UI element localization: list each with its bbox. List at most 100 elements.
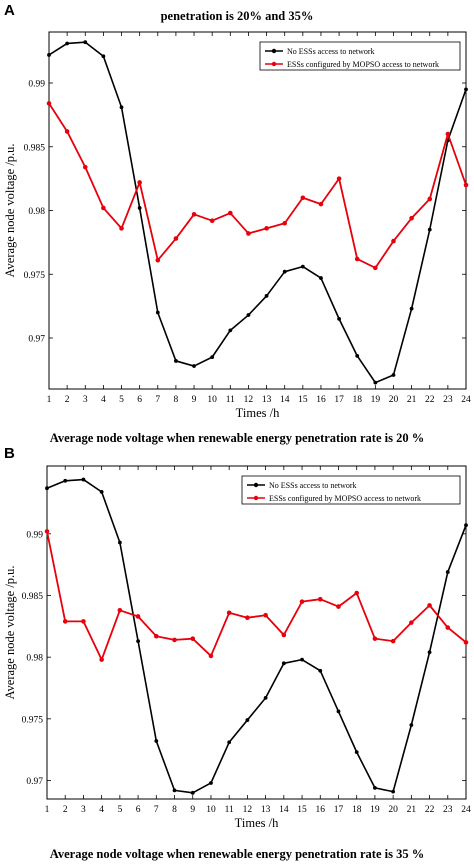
chart-b-title: Average node voltage when renewable ener… [50,847,424,861]
chart-a-x-axis-label: Times /h [236,406,280,420]
chart-b-x-tick-label: 16 [316,805,326,815]
chart-b-x-tick-label: 7 [154,805,159,815]
chart-a-x-tick-label: 17 [334,395,344,405]
chart-b-series-no-ess-point [336,709,341,714]
chart-b-y-tick-label: 0.985 [22,592,44,602]
chart-b-x-tick-label: 6 [136,805,141,815]
chart-a-series-no-ess-point [137,206,142,210]
chart-b-series-mopso-point [172,637,177,643]
chart-a-x-tick-label: 20 [389,395,399,405]
chart-b-series-no-ess-point [172,788,177,793]
chart-a-x-tick-label: 16 [316,395,326,405]
chart-a-x-tick-label: 15 [298,395,308,405]
chart-a-series-mopso-point [318,201,324,207]
chart-a-series-mopso-point [82,164,88,170]
chart-b-series-mopso-point [372,636,378,641]
chart-a-series-no-ess-point [391,373,396,377]
chart-a-series-mopso-point [46,101,52,106]
chart-a-series-mopso-point [373,265,378,271]
chart-b-plot-frame [46,465,467,800]
chart-a-y-tick-label: 0.985 [24,143,46,153]
chart-a-series-no-ess-point [47,53,51,57]
chart-a-series-mopso-point [264,226,269,231]
chart-a-x-tick-label: 21 [407,395,417,405]
chart-a-x-tick-label: 5 [119,395,124,405]
chart-a-y-tick-label: 0.98 [28,207,45,217]
chart-b-series-mopso-line [46,531,467,661]
chart-a-series-mopso-point [191,212,197,217]
chart-b-series-no-ess-point [409,723,414,727]
chart-b-x-tick-label: 23 [443,805,453,815]
chart-a-x-tick-label: 9 [192,395,197,405]
chart-b-series-mopso-point [99,657,104,662]
chart-b-series-no-ess-point [81,477,86,482]
chart-b-series-mopso-point [245,615,250,620]
chart-b-x-tick-label: 8 [172,805,177,815]
chart-b-series-no-ess-point [45,486,49,491]
chart-b-x-tick-label: 13 [261,805,271,815]
chart-b-series-mopso-point [263,612,268,618]
chart-b-series-no-ess-point [391,789,396,794]
chart-b-series-no-ess-point [445,570,450,574]
chart-a-x-tick-label: 12 [244,395,254,405]
chart-b-x-tick-label: 1 [45,805,50,815]
chart-b-x-axis-label: Times /h [235,816,279,830]
chart-a-legend-swatch-marker [271,48,277,54]
chart-a-series-no-ess-point [174,359,178,363]
chart-b-series-mopso-point [190,636,196,641]
chart-a-series-no-ess-point [119,105,124,110]
chart-a-series-mopso-point [463,182,469,188]
chart-b-x-tick-label: 5 [117,805,122,815]
chart-b-legend-swatch-marker [253,495,259,501]
chart-b-series-no-ess-point [300,657,304,662]
chart-a-series-no-ess-point [210,355,215,360]
chart-b-x-tick-label: 15 [297,805,307,815]
panel-b-letter: B [4,445,15,462]
chart-b-series-no-ess-point [63,478,68,483]
chart-a-series-no-ess-point [464,87,468,92]
chart-a-series-mopso-point [409,215,414,221]
chart-b-x-tick-label: 19 [370,805,380,815]
chart-b-series-no-ess-point [318,668,323,673]
chart-b-y-tick-label: 0.975 [22,715,44,725]
chart-a-series-no-ess-point [300,264,305,269]
chart-a-series-mopso-point [173,236,179,241]
chart-a-x-tick-label: 18 [352,395,362,405]
chart-b-series-mopso-point [299,599,305,604]
chart-a-series-mopso-point [300,195,306,201]
chart-a-x-tick-label: 13 [262,395,272,405]
chart-b-series-no-ess-point [354,750,359,755]
chart-a-series-mopso-line [48,102,467,269]
chart-a-plot-frame [48,31,467,390]
chart-a-series-no-ess-point [155,310,160,315]
chart-b-y-tick-label: 0.99 [26,530,43,540]
chart-a-series-mopso-point [246,231,251,236]
chart-b-legend [241,475,461,505]
chart-a-series-mopso-point [119,226,124,231]
chart-b-series-no-ess-point [99,490,104,494]
chart-a-series-no-ess-point [264,294,269,298]
chart-b-series-mopso-point [135,614,141,619]
chart-a-x-tick-label: 1 [47,395,52,405]
chart-b-x-tick-label: 14 [279,805,289,815]
chart-a-legend [259,41,461,71]
chart-b-series-mopso-point [390,638,396,644]
chart-b-y-axis-label: Average node voltage /p.u. [3,565,17,699]
chart-a-x-tick-label: 4 [101,395,106,405]
chart-b-x-tick-label: 21 [407,805,417,815]
chart-a-title: Average node voltage when renewable ener… [50,431,424,445]
chart-a-y-axis-label: Average node voltage /p.u. [3,143,17,277]
chart-b-series-no-ess-point [373,786,377,790]
chart-b-x-tick-label: 3 [81,805,86,815]
chart-a-x-tick-label: 6 [137,395,142,405]
chart-b-x-tick-label: 24 [461,805,471,815]
chart-b-series-no-ess-point [136,639,140,644]
chart-b-x-tick-label: 17 [334,805,344,815]
chart-a-series-no-ess-point [319,276,323,280]
chart-a-series-no-ess-point [355,353,360,358]
chart-a-series-mopso-point [101,205,106,211]
chart-a-series-no-ess-point [101,54,106,59]
chart-a-series-no-ess-point [246,313,251,317]
chart-b-series-mopso-point [463,640,469,645]
chart-b-series-no-ess-point [427,650,432,655]
